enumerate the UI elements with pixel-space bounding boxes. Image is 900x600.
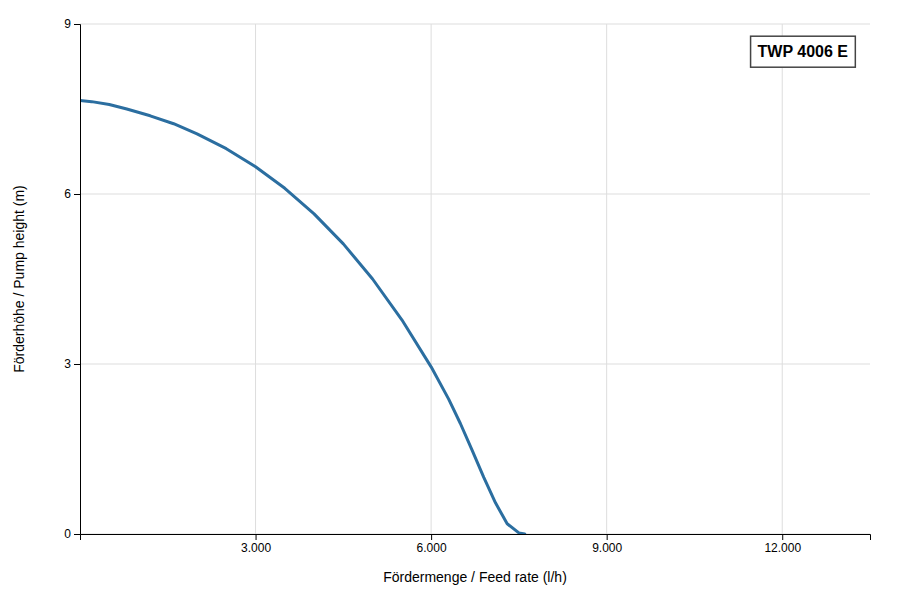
grid-line: [782, 24, 783, 534]
tick-label: 6.000: [417, 541, 447, 555]
plot: 3.000 6.000 9.000 12.000 0 3 6 9 TWP 4006 E: [64, 17, 870, 554]
chart: 3.000 6.000 9.000 12.000 0 3 6 9 TWP 4006 E Förde…: [0, 0, 900, 600]
tick-label: 3.000: [241, 541, 271, 555]
grid-line: [80, 24, 870, 25]
tick-mark: [74, 364, 80, 365]
grid-line: [80, 194, 870, 195]
grid-line: [431, 24, 432, 534]
tick-mark: [782, 534, 783, 540]
tick-label: 9: [64, 17, 71, 31]
y-axis: 0 3 6 9: [64, 17, 80, 541]
title-frame: [751, 36, 856, 67]
axis-line: [81, 535, 871, 541]
tick: 3: [64, 357, 80, 371]
axis-line: [74, 25, 81, 535]
x-axis-label: Fördermenge / Feed rate (l/h): [383, 569, 567, 585]
tick-mark: [74, 24, 80, 25]
grid-line: [606, 24, 607, 534]
tick: 9.000: [592, 534, 622, 555]
title-box: TWP 4006 E: [751, 36, 856, 67]
tick: 3.000: [241, 534, 271, 555]
tick: 9: [64, 17, 80, 31]
tick: 6.000: [417, 534, 447, 555]
grid: [80, 24, 870, 534]
tick-mark: [74, 194, 80, 195]
tick-label: 3: [64, 357, 71, 371]
tick-mark: [431, 534, 432, 540]
grid-line: [255, 24, 256, 534]
curve: [80, 101, 525, 535]
grid-line: [80, 364, 870, 365]
marks: [80, 101, 525, 535]
tick-label: 0: [64, 527, 71, 541]
title: TWP 4006 E: [758, 43, 849, 60]
x-axis: 3.000 6.000 9.000 12.000: [81, 534, 871, 555]
tick-mark: [256, 534, 257, 540]
tick: 12.000: [764, 534, 801, 555]
tick: 6: [64, 187, 80, 201]
tick-label: 12.000: [764, 541, 801, 555]
y-axis-label: Förderhöhe / Pump height (m): [11, 185, 27, 373]
tick: 0: [64, 527, 80, 541]
tick-label: 6: [64, 187, 71, 201]
tick-mark: [74, 534, 80, 535]
tick-label: 9.000: [592, 541, 622, 555]
tick-mark: [607, 534, 608, 540]
